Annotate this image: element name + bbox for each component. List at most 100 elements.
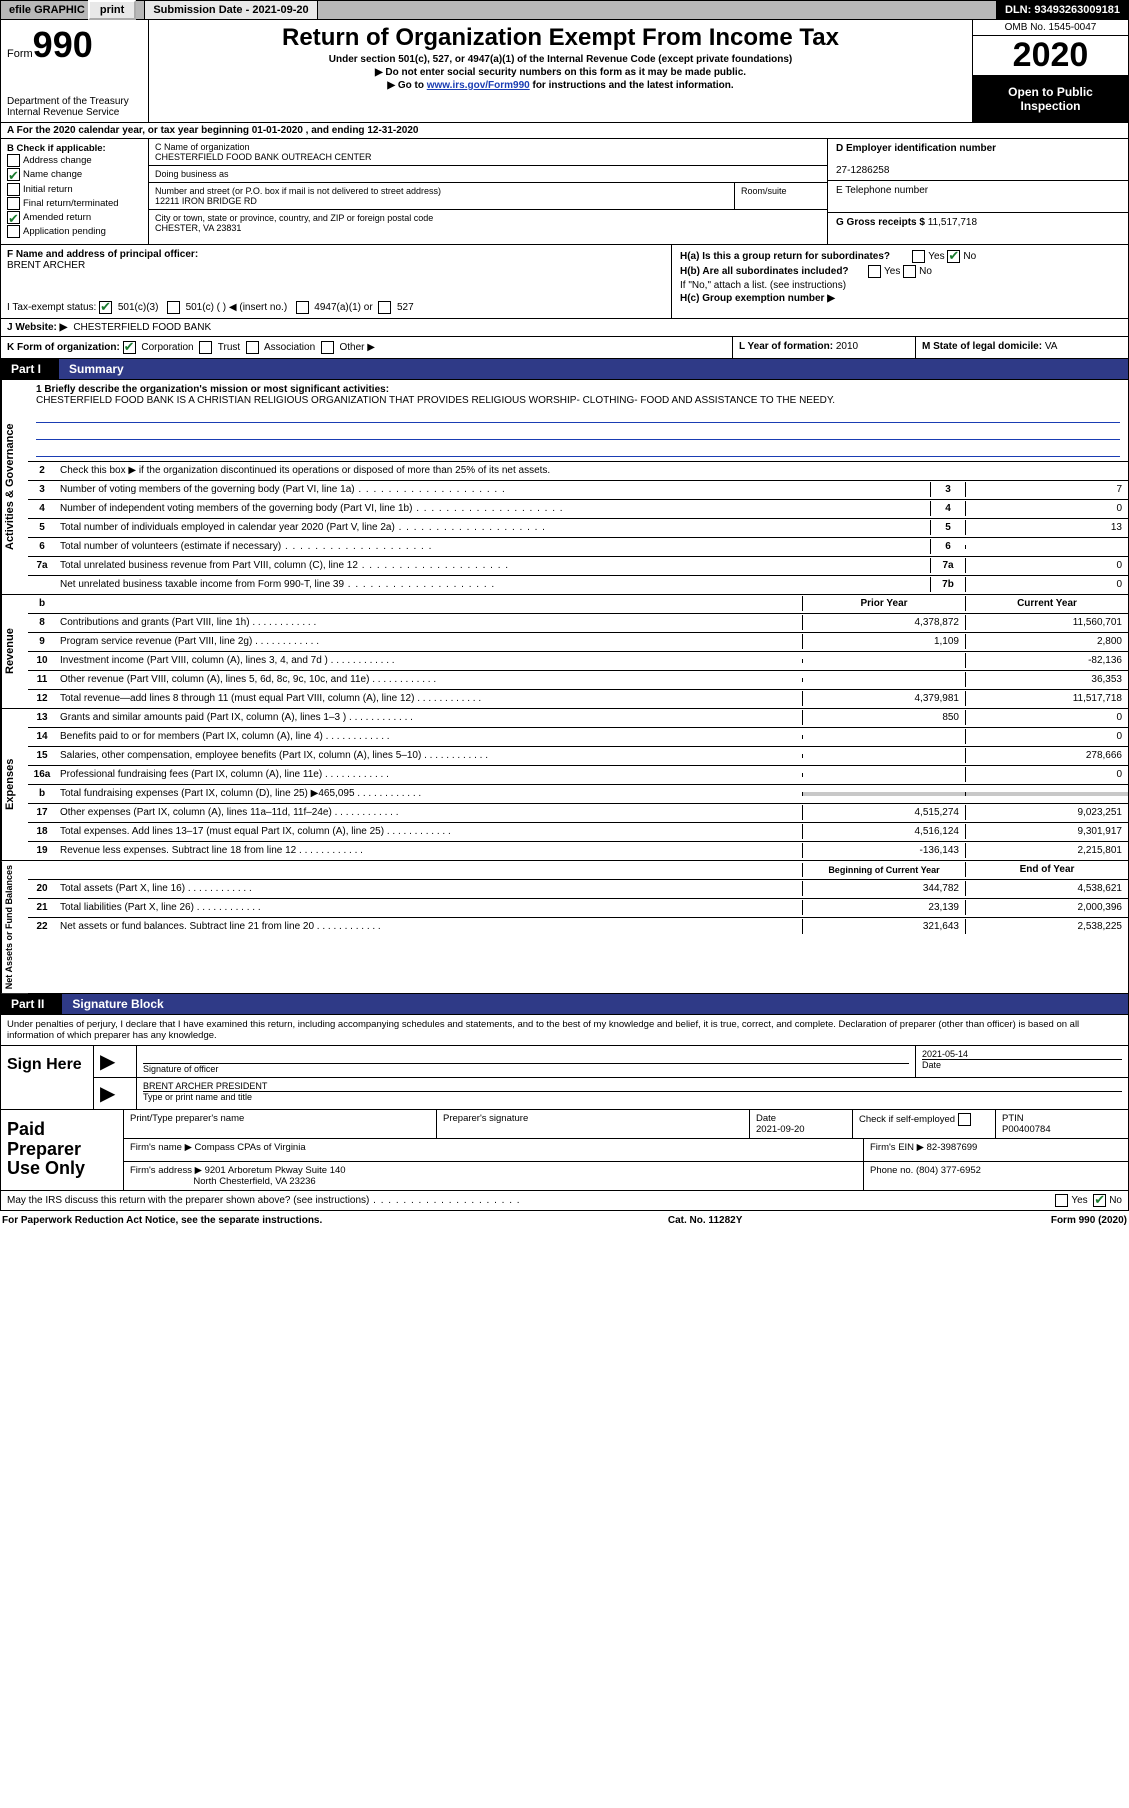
line-row: 16aProfessional fundraising fees (Part I… [28,766,1128,785]
hb-yes[interactable] [868,265,881,278]
lb: 4 [930,501,965,516]
street-label: Number and street (or P.O. box if mail i… [155,186,441,196]
website-value: CHESTERFIELD FOOD BANK [73,322,211,333]
ha-no[interactable] [947,250,960,263]
footer-right: Form 990 (2020) [846,1215,1127,1226]
discuss-yes[interactable] [1055,1194,1068,1207]
lv-prior [802,773,965,777]
line-row: 5Total number of individuals employed in… [28,519,1128,538]
ha-row: H(a) Is this a group return for subordin… [680,249,1120,264]
chk-self-emp[interactable] [958,1113,971,1126]
line-row: 20Total assets (Part X, line 16)344,7824… [28,880,1128,899]
sig-date-cell: 2021-05-14 Date [916,1046,1128,1077]
chk-other[interactable] [321,341,334,354]
lv-curr: 2,215,801 [965,843,1128,858]
form-title: Return of Organization Exempt From Incom… [159,24,962,52]
paid-right: Print/Type preparer's name Preparer's si… [124,1110,1128,1190]
chk-name-change[interactable]: Name change [7,168,142,182]
discuss-text: May the IRS discuss this return with the… [7,1195,521,1206]
sig-name: BRENT ARCHER PRESIDENT [143,1081,1122,1092]
line-row: 9Program service revenue (Part VIII, lin… [28,633,1128,652]
chk-assoc[interactable] [246,341,259,354]
ha-yes[interactable] [912,250,925,263]
row-k: K Form of organization: Corporation Trus… [1,337,733,358]
lv-curr: 9,301,917 [965,824,1128,839]
row-m: M State of legal domicile: VA [916,337,1128,358]
block-bc: B Check if applicable: Address change Na… [0,139,1129,245]
prep-date: Date2021-09-20 [750,1110,853,1138]
row-l-label: L Year of formation: [739,341,833,352]
discuss-no[interactable] [1093,1194,1106,1207]
revenue-block: Revenue b Prior Year Current Year 8Contr… [0,595,1129,709]
lt: Professional fundraising fees (Part IX, … [56,767,802,782]
row-l-value: 2010 [836,341,858,352]
street-cell: Number and street (or P.O. box if mail i… [149,183,735,210]
row-m-label: M State of legal domicile: [922,341,1042,352]
ein-cell: D Employer identification number 27-1286… [828,139,1128,181]
city-label: City or town, state or province, country… [155,213,433,223]
chk-501c[interactable] [167,301,180,314]
line-row: 19Revenue less expenses. Subtract line 1… [28,842,1128,860]
group-return-cell: H(a) Is this a group return for subordin… [671,245,1128,318]
chk-501c3[interactable] [99,301,112,314]
ln: 17 [28,805,56,820]
chk-trust[interactable] [199,341,212,354]
subtitle-3: ▶ Go to www.irs.gov/Form990 for instruct… [159,80,962,91]
expenses-block: Expenses 13Grants and similar amounts pa… [0,709,1129,861]
mission-box: 1 Briefly describe the organization's mi… [28,380,1128,462]
col-c: C Name of organization CHESTERFIELD FOOD… [149,139,827,244]
inspect2: Inspection [975,99,1126,113]
mission-text: CHESTERFIELD FOOD BANK IS A CHRISTIAN RE… [36,395,835,406]
ln: b [28,786,56,801]
ln: 21 [28,900,56,915]
lv-curr: 2,538,225 [965,919,1128,934]
org-name-label: C Name of organization [155,142,250,152]
blank [28,868,56,872]
website-label: J Website: ▶ [7,322,67,333]
lt: Other expenses (Part IX, column (A), lin… [56,805,802,820]
print-button[interactable]: print [88,0,136,20]
lv-curr: 4,538,621 [965,881,1128,896]
paid-row-1: Print/Type preparer's name Preparer's si… [124,1110,1128,1139]
hb-no[interactable] [903,265,916,278]
ln: 8 [28,615,56,630]
line-2: 2 Check this box ▶ if the organization d… [28,462,1128,481]
net-body: Beginning of Current Year End of Year 20… [28,861,1128,993]
chk-corp[interactable] [123,341,136,354]
chk-address[interactable]: Address change [7,154,142,168]
lv-prior [802,659,965,663]
ln: 22 [28,919,56,934]
ln: 7a [28,558,56,573]
firm-name: Firm's name ▶ Compass CPAs of Virginia [124,1139,864,1161]
lv: 0 [965,558,1128,573]
footer-mid: Cat. No. 11282Y [565,1215,846,1226]
org-name-cell: C Name of organization CHESTERFIELD FOOD… [149,139,827,166]
sign-here-block: Sign Here ▶ Signature of officer 2021-05… [0,1046,1129,1110]
chk-4947[interactable] [296,301,309,314]
chk-initial[interactable]: Initial return [7,183,142,197]
city-cell: City or town, state or province, country… [149,210,827,236]
lv-prior: 4,379,981 [802,691,965,706]
chk-final[interactable]: Final return/terminated [7,197,142,211]
lv-curr [965,792,1128,796]
line-row: 15Salaries, other compensation, employee… [28,747,1128,766]
sig-officer-row: ▶ Signature of officer 2021-05-14 Date [94,1046,1128,1078]
arrow-icon: ▶ [94,1078,137,1109]
lt: Program service revenue (Part VIII, line… [56,634,802,649]
sig-officer-cell: Signature of officer [137,1046,916,1077]
lv-prior: -136,143 [802,843,965,858]
efile-label: efile GRAPHIC print [1,1,145,19]
chk-pending[interactable]: Application pending [7,225,142,239]
lt: Other revenue (Part VIII, column (A), li… [56,672,802,687]
line2-text: Check this box ▶ if the organization dis… [56,463,1128,478]
paid-preparer-block: Paid Preparer Use Only Print/Type prepar… [0,1110,1129,1191]
hc-row: H(c) Group exemption number ▶ [680,292,1120,305]
chk-amended[interactable]: Amended return [7,211,142,225]
lv-curr: 11,517,718 [965,691,1128,706]
lt: Number of independent voting members of … [56,501,930,516]
firm-addr: Firm's address ▶ 9201 Arboretum Pkway Su… [124,1162,864,1190]
form-header: Form990 Department of the Treasury Inter… [0,20,1129,123]
part1-header: Part I Summary [0,359,1129,380]
irs-link[interactable]: www.irs.gov/Form990 [427,80,530,91]
chk-527[interactable] [378,301,391,314]
